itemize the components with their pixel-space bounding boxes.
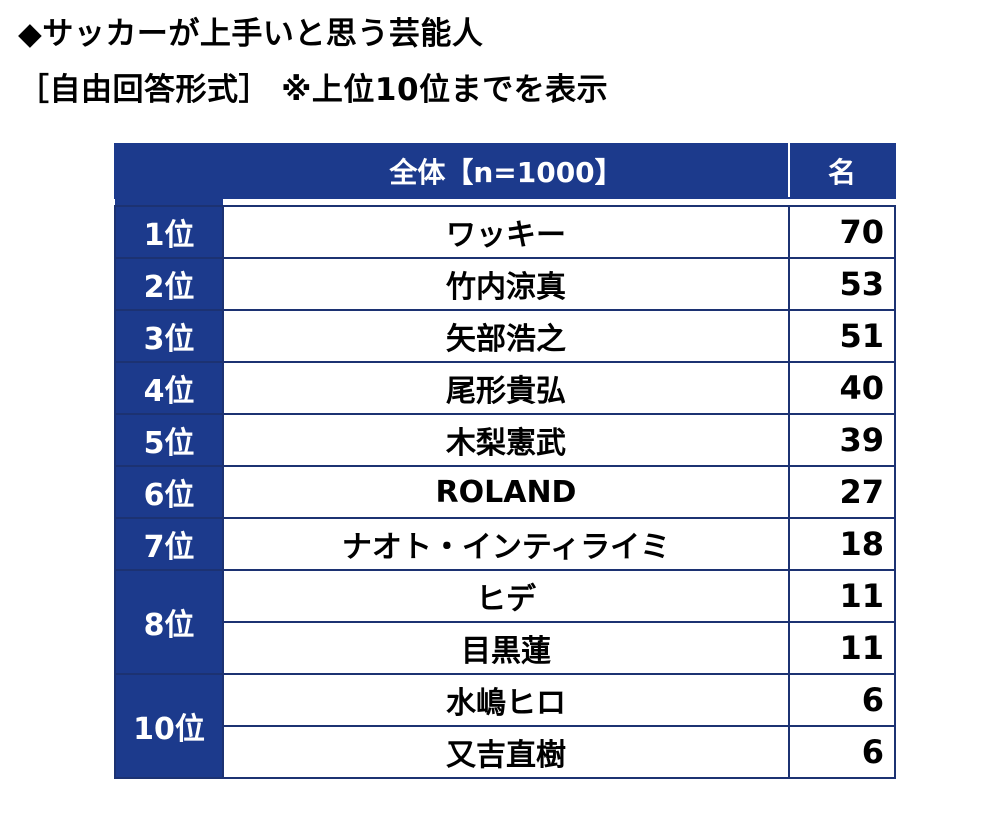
count-cell: 6 — [788, 673, 896, 727]
table-header-row: 全体【n=1000】 名 — [114, 143, 896, 199]
table-row: 又吉直樹 6 — [115, 725, 896, 779]
table-row: 2位 竹内涼真 53 — [114, 257, 896, 311]
count-cell: 11 — [788, 621, 896, 675]
header-rank-cell — [114, 143, 224, 199]
rank-cell: 2位 — [114, 257, 224, 311]
count-cell: 6 — [788, 725, 896, 779]
table-row: 4位 尾形貴弘 40 — [114, 361, 896, 415]
rank-cell: 5位 — [114, 413, 224, 467]
header-count-cell: 名 — [788, 143, 896, 199]
table-row: 5位 木梨憲武 39 — [114, 413, 896, 467]
count-cell: 53 — [788, 257, 896, 311]
count-cell: 18 — [788, 517, 896, 571]
count-cell: 11 — [788, 569, 896, 623]
name-cell: 又吉直樹 — [222, 725, 790, 779]
rank-cell: 8位 — [114, 569, 224, 675]
count-cell: 27 — [788, 465, 896, 519]
name-cell: ナオト・インティライミ — [222, 517, 790, 571]
name-cell: 竹内涼真 — [222, 257, 790, 311]
header-total-cell: 全体【n=1000】 — [222, 143, 790, 199]
rank-cell: 4位 — [114, 361, 224, 415]
name-cell: 水嶋ヒロ — [222, 673, 790, 727]
table-row: 1位 ワッキー 70 — [114, 205, 896, 259]
name-cell: 矢部浩之 — [222, 309, 790, 363]
name-cell: ROLAND — [222, 465, 790, 519]
count-cell: 70 — [788, 205, 896, 259]
name-cell: 尾形貴弘 — [222, 361, 790, 415]
rank-cell: 6位 — [114, 465, 224, 519]
table-row: 目黒蓮 11 — [115, 621, 896, 675]
table-row: 3位 矢部浩之 51 — [114, 309, 896, 363]
count-cell: 39 — [788, 413, 896, 467]
count-cell: 40 — [788, 361, 896, 415]
table-row: 8位 ヒデ 11 — [114, 569, 896, 675]
count-cell: 51 — [788, 309, 896, 363]
table-row: 10位 水嶋ヒロ 6 — [114, 673, 896, 779]
name-cell: 目黒蓮 — [222, 621, 790, 675]
header-gap-row — [115, 198, 895, 206]
ranking-table: 全体【n=1000】 名 1位 ワッキー 70 2位 竹内涼真 53 3位 矢部浩之 51 4位尾… — [114, 143, 896, 779]
rank-cell: 7位 — [114, 517, 224, 571]
name-cell: ワッキー — [222, 205, 790, 259]
rank-cell: 1位 — [114, 205, 224, 259]
chart-subtitle: ［自由回答形式］ ※上位10位までを表示 — [18, 72, 609, 108]
table-row: 6位 ROLAND 27 — [114, 465, 896, 519]
rank-cell: 3位 — [114, 309, 224, 363]
table-row: 7位 ナオト・インティライミ 18 — [114, 517, 896, 571]
chart-title: ◆サッカーが上手いと思う芸能人 — [18, 16, 484, 52]
rank-cell: 10位 — [114, 673, 224, 779]
name-cell: ヒデ — [222, 569, 790, 623]
name-cell: 木梨憲武 — [222, 413, 790, 467]
